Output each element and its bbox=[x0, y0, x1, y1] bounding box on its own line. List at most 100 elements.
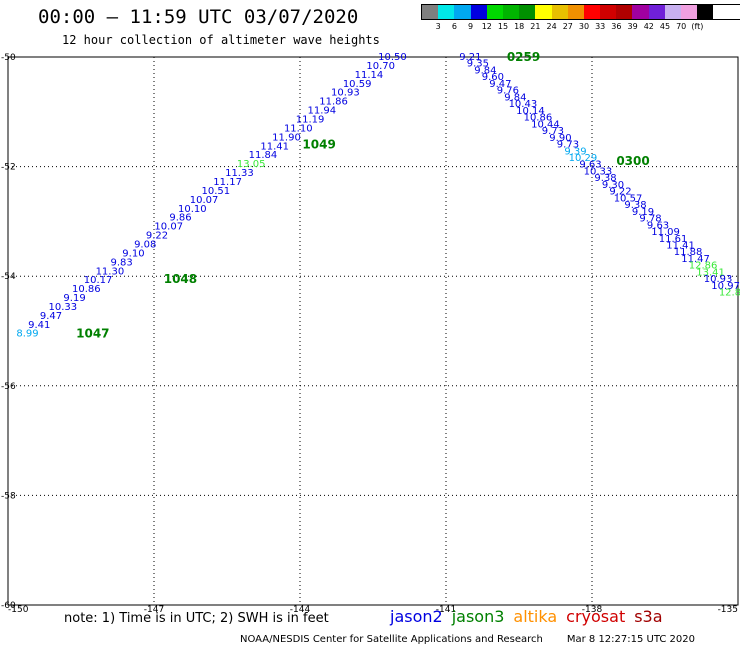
wave-height-value: 9.83 bbox=[111, 257, 133, 268]
legend-label: 42 bbox=[643, 22, 654, 31]
wave-height-value: 9.86 bbox=[169, 213, 191, 224]
legend-swatch bbox=[567, 5, 584, 19]
wave-height-value: 9.84 bbox=[504, 92, 526, 103]
wave-height-value: 12.80 bbox=[719, 288, 740, 299]
legend-swatch bbox=[502, 5, 520, 19]
legend-swatch bbox=[583, 5, 601, 19]
page-subtitle: 12 hour collection of altimeter wave hei… bbox=[62, 33, 380, 47]
legend-swatch bbox=[454, 5, 471, 19]
wave-height-value: 10.17 bbox=[84, 275, 113, 286]
legend-swatch bbox=[600, 5, 617, 19]
wave-height-value: 11.88 bbox=[674, 247, 703, 258]
wave-height-value: 10.93 bbox=[331, 88, 360, 99]
wave-height-value: 9.35 bbox=[467, 59, 489, 70]
footer-timestamp: Mar 8 12:27:15 UTC 2020 bbox=[566, 634, 695, 645]
wave-height-value: 11.33 bbox=[225, 168, 254, 179]
legend-label: 70 bbox=[676, 22, 687, 31]
wave-height-value: 9.10 bbox=[122, 248, 144, 259]
legend-label: 27 bbox=[562, 22, 573, 31]
wave-height-value: 10.10 bbox=[178, 204, 207, 215]
wave-height-value: 9.21 bbox=[459, 52, 481, 63]
wave-height-value: 9.19 bbox=[632, 207, 654, 218]
wave-height-value: 10.07 bbox=[154, 222, 183, 233]
footer-org: NOAA/NESDIS Center for Satellite Applica… bbox=[240, 634, 543, 645]
legend-swatch bbox=[535, 5, 552, 19]
pass-time-label: 0300 bbox=[616, 154, 649, 168]
pass-time-label: 0259 bbox=[507, 50, 540, 64]
wave-height-value: 13.41 bbox=[696, 267, 725, 278]
wave-height-value: 9.76 bbox=[497, 86, 519, 97]
wave-height-value: 9.60 bbox=[482, 72, 504, 83]
wave-height-value: 10.44 bbox=[531, 119, 560, 130]
pass-time-label: 1049 bbox=[302, 138, 335, 152]
lat-tick-label: -58 bbox=[1, 491, 16, 501]
map-frame bbox=[7, 56, 739, 606]
color-legend: 3 6 9 12 15 18 21 24 27 30 33 36 39 42 45 70 (ft) bbox=[421, 4, 740, 32]
legend-unit: (ft) bbox=[691, 22, 704, 31]
wave-height-value: 11.86 bbox=[319, 97, 348, 108]
wave-height-value: 10.57 bbox=[614, 193, 643, 204]
wave-height-value: 10.93 bbox=[704, 274, 733, 285]
wave-height-value: 10.86 bbox=[524, 113, 553, 124]
legend-label: 6 bbox=[451, 22, 457, 31]
lat-tick-label: -60 bbox=[1, 601, 16, 611]
legend-label: 21 bbox=[530, 22, 541, 31]
wave-height-value: 9.08 bbox=[134, 239, 156, 250]
wave-height-value: 11.14 bbox=[355, 70, 384, 81]
lat-tick-label: -52 bbox=[1, 163, 16, 173]
wave-height-value: 10.51 bbox=[202, 186, 231, 197]
wave-height-value: 11.19 bbox=[296, 114, 325, 125]
wave-height-value: 9.84 bbox=[474, 65, 496, 76]
satellite-jason2: jason2 bbox=[390, 607, 443, 626]
legend-swatch bbox=[616, 5, 633, 19]
legend-label: 24 bbox=[546, 22, 557, 31]
lon-tick-label: -150 bbox=[8, 605, 29, 615]
wave-height-value: 9.90 bbox=[549, 133, 571, 144]
wave-height-value: 10.59 bbox=[343, 79, 372, 90]
wave-height-value: 10.14 bbox=[516, 106, 545, 117]
wave-height-value: 11.61 bbox=[659, 234, 688, 245]
note-text: note: 1) Time is in UTC; 2) SWH is in fe… bbox=[64, 611, 329, 626]
wave-height-value: 9.38 bbox=[624, 200, 646, 211]
lat-tick-label: -50 bbox=[1, 53, 16, 63]
wave-height-value: 10.33 bbox=[48, 302, 77, 313]
wave-height-value: 9.73 bbox=[557, 140, 579, 151]
wave-height-value: 11.30 bbox=[96, 266, 125, 277]
wave-height-value: 9.63 bbox=[647, 220, 669, 231]
wave-height-value: 9.39 bbox=[564, 146, 586, 157]
wave-height-value: 10.33 bbox=[584, 166, 613, 177]
legend-label: 3 bbox=[435, 22, 441, 31]
wave-height-value: 9.22 bbox=[609, 187, 631, 198]
legend-label: 36 bbox=[611, 22, 622, 31]
legend-label: 33 bbox=[595, 22, 606, 31]
legend-label: 45 bbox=[659, 22, 671, 31]
wave-height-value: 10.97 bbox=[711, 281, 740, 292]
wave-height-value: 9.63 bbox=[579, 160, 601, 171]
wave-height-value: 11.09 bbox=[651, 227, 680, 238]
wave-height-value: 11.47 bbox=[681, 254, 710, 265]
wave-height-value: 8.99 bbox=[16, 329, 38, 340]
wave-height-value: 11.17 bbox=[213, 177, 242, 188]
legend-label: 9 bbox=[468, 22, 474, 31]
legend-swatch bbox=[470, 5, 487, 19]
wave-height-value: 9.30 bbox=[602, 180, 624, 191]
wave-height-value: 10.50 bbox=[378, 52, 407, 63]
satellite-jason3: jason3 bbox=[451, 607, 505, 626]
satellite-s3a: s3a bbox=[634, 607, 663, 626]
legend-swatch bbox=[551, 5, 568, 19]
page-title: 00:00 – 11:59 UTC 03/07/2020 bbox=[38, 6, 359, 28]
legend-swatch bbox=[648, 5, 665, 19]
pass-time-label: 1047 bbox=[76, 327, 109, 341]
pass-time-label: 1048 bbox=[164, 272, 197, 286]
wave-height-value: 10.86 bbox=[72, 284, 101, 295]
wave-height-value: 9.22 bbox=[146, 231, 168, 242]
wave-height-value: 9.47 bbox=[489, 79, 511, 90]
legend-label: 18 bbox=[514, 22, 525, 31]
lon-tick-label: -135 bbox=[718, 605, 738, 615]
wave-height-value: 9.41 bbox=[28, 320, 50, 331]
satellite-cryosat: cryosat bbox=[566, 607, 626, 626]
wave-height-value: 11.41 bbox=[666, 241, 695, 252]
wave-height-value: 9.78 bbox=[639, 214, 661, 225]
legend-swatch bbox=[519, 5, 536, 19]
legend-swatch bbox=[681, 5, 698, 19]
